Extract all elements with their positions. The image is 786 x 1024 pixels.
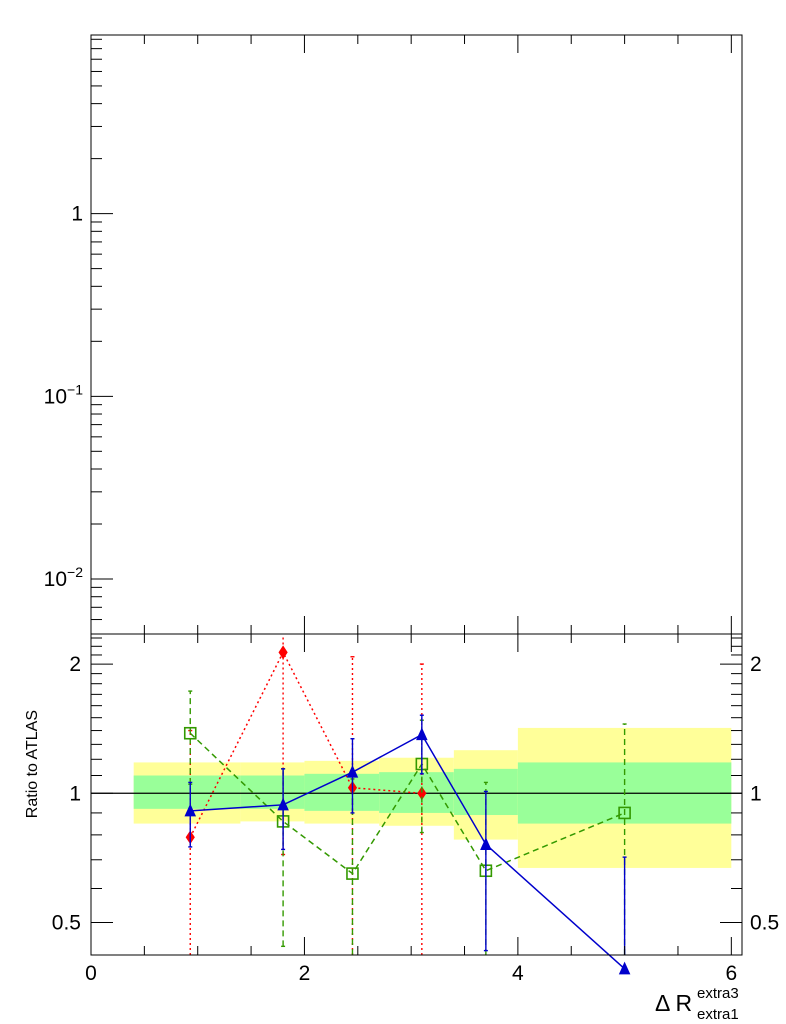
x-axis-label-main: Δ R <box>655 990 692 1016</box>
data-point-diamond <box>278 645 288 660</box>
main-ytick-label: 1 <box>71 203 83 226</box>
data-point-triangle <box>416 727 428 741</box>
main-frame <box>90 34 743 635</box>
xtick-label: 4 <box>512 962 524 985</box>
data-point-square <box>183 726 197 740</box>
series-line <box>189 732 625 875</box>
ratio-panel: 0.5 0.5 1 1 2 2 0 2 4 6 Ratio to ATLAS Δ R extra3 ext… <box>24 633 779 1023</box>
ratio-ytick-label-right: 2 <box>750 653 762 676</box>
ratio-ytick-label-right: 1 <box>750 782 762 805</box>
x-axis-label: Δ R extra3 extra1 <box>655 985 739 1023</box>
xtick-label: 6 <box>725 962 737 985</box>
uncertainty-band-inner <box>379 772 454 813</box>
uncertainty-band-inner <box>240 775 305 809</box>
data-point-square <box>618 806 631 820</box>
x-axis-label-sup: extra3 <box>697 985 739 1002</box>
ratio-ytick-label-left: 2 <box>69 653 81 676</box>
ratio-ytick-label-left: 1 <box>69 782 81 805</box>
ratio-ytick-label-left: 0.5 <box>52 911 81 934</box>
data-point-triangle <box>480 837 492 850</box>
main-ytick-label: 10−1 <box>44 381 84 408</box>
xtick-label: 2 <box>299 962 311 985</box>
main-ytick-label: 10−2 <box>44 564 84 591</box>
xtick-label: 0 <box>85 962 97 985</box>
series-line <box>190 733 626 970</box>
data-point-triangle <box>184 803 197 817</box>
data-point-triangle <box>346 764 359 778</box>
data-point-triangle <box>277 797 289 811</box>
data-point-triangle <box>618 961 631 975</box>
x-axis-label-sub: extra1 <box>697 1006 739 1023</box>
ratio-ytick-label-right: 0.5 <box>750 911 779 934</box>
main-panel: 10−2 10−1 1 <box>44 34 743 635</box>
series-2 <box>184 714 631 975</box>
data-point-square <box>346 867 359 880</box>
y-axis-label: Ratio to ATLAS <box>24 710 41 818</box>
uncertainty-band-inner <box>304 773 380 811</box>
uncertainty-band-inner <box>133 775 241 809</box>
ratio-frame <box>90 633 743 956</box>
